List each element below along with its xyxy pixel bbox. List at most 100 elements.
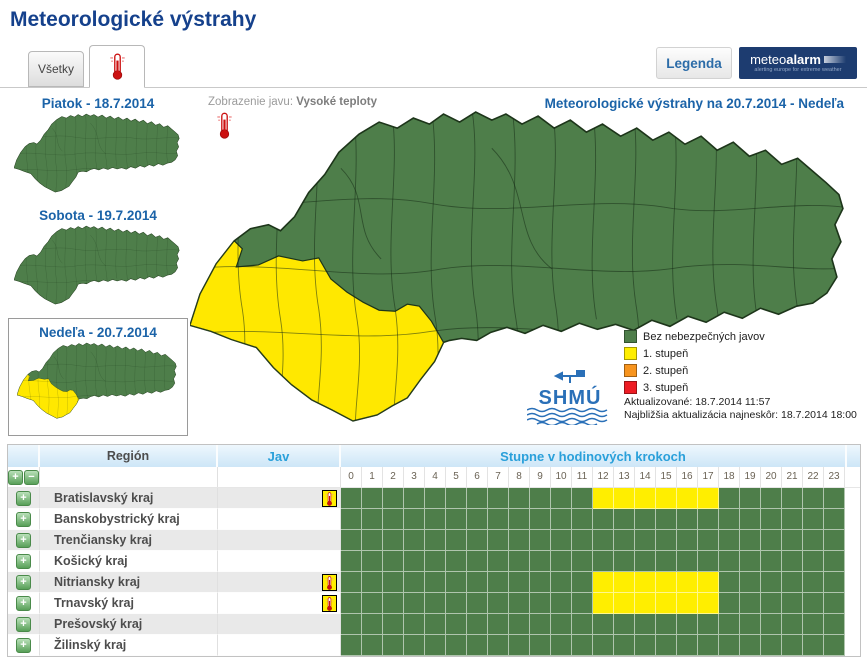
hour-cell-no-warning bbox=[488, 551, 509, 572]
expand-all-button[interactable]: + bbox=[8, 469, 23, 485]
expand-row-button[interactable]: + bbox=[16, 511, 31, 527]
hour-cell-no-warning bbox=[698, 635, 719, 656]
hour-label: 23 bbox=[824, 467, 845, 487]
day-map-saturday[interactable]: Sobota - 19.7.2014 bbox=[8, 208, 188, 314]
hour-cells bbox=[341, 614, 845, 635]
hour-cell-no-warning bbox=[425, 509, 446, 530]
hour-cell-no-warning bbox=[404, 593, 425, 614]
waves-icon bbox=[526, 407, 608, 427]
hour-cell-no-warning bbox=[635, 551, 656, 572]
hour-cell-no-warning bbox=[446, 635, 467, 656]
expand-cell: + bbox=[8, 614, 40, 635]
hour-cell-no-warning bbox=[635, 530, 656, 551]
phenomenon-cell bbox=[218, 614, 341, 635]
legend-swatch bbox=[624, 381, 637, 394]
hour-cell-no-warning bbox=[530, 488, 551, 509]
hour-cell-level1 bbox=[677, 488, 698, 509]
table-row: + Bratislavský kraj bbox=[8, 488, 860, 509]
hour-cell-no-warning bbox=[383, 530, 404, 551]
legend-label: 2. stupeň bbox=[643, 364, 689, 377]
hour-cell-no-warning bbox=[362, 509, 383, 530]
hour-cell-no-warning bbox=[782, 551, 803, 572]
day-map-sunday-selected[interactable]: Nedeľa - 20.7.2014 bbox=[8, 318, 188, 436]
hour-cell-no-warning bbox=[719, 614, 740, 635]
expand-row-button[interactable]: + bbox=[16, 574, 31, 590]
legend-item: Bez nebezpečných javov bbox=[624, 328, 765, 345]
high-temperature-warning-icon bbox=[322, 574, 337, 591]
hour-label: 16 bbox=[677, 467, 698, 487]
hour-cell-no-warning bbox=[509, 509, 530, 530]
expand-row-button[interactable]: + bbox=[16, 595, 31, 611]
tab-high-temperature[interactable] bbox=[89, 45, 145, 88]
hour-cell-no-warning bbox=[782, 572, 803, 593]
day-map-friday[interactable]: Piatok - 18.7.2014 bbox=[8, 96, 188, 202]
tab-all-phenomena[interactable]: Všetky bbox=[28, 51, 84, 87]
hour-cell-no-warning bbox=[803, 551, 824, 572]
table-row: + Banskobystrický kraj bbox=[8, 509, 860, 530]
hour-cell-no-warning bbox=[761, 572, 782, 593]
hour-cell-no-warning bbox=[446, 572, 467, 593]
hour-label: 12 bbox=[593, 467, 614, 487]
hour-cell-no-warning bbox=[425, 551, 446, 572]
hour-cell-no-warning bbox=[719, 530, 740, 551]
table-row: + Prešovský kraj bbox=[8, 614, 860, 635]
region-name: Prešovský kraj bbox=[40, 614, 218, 635]
hour-cell-no-warning bbox=[635, 614, 656, 635]
region-name: Trnavský kraj bbox=[40, 593, 218, 614]
hour-label: 11 bbox=[572, 467, 593, 487]
hour-cell-no-warning bbox=[446, 488, 467, 509]
hour-cell-level1 bbox=[677, 572, 698, 593]
hour-cell-no-warning bbox=[404, 530, 425, 551]
hour-cell-no-warning bbox=[551, 551, 572, 572]
legend-item: 1. stupeň bbox=[624, 345, 765, 362]
hour-cell-no-warning bbox=[509, 488, 530, 509]
expand-column-header bbox=[8, 445, 40, 467]
hour-cell-no-warning bbox=[551, 572, 572, 593]
hour-cell-no-warning bbox=[677, 551, 698, 572]
hour-cell-no-warning bbox=[404, 572, 425, 593]
hour-cell-no-warning bbox=[824, 509, 845, 530]
expand-cell: + bbox=[8, 551, 40, 572]
hour-cell-no-warning bbox=[425, 530, 446, 551]
hour-cell-no-warning bbox=[488, 593, 509, 614]
hour-cell-no-warning bbox=[677, 509, 698, 530]
hour-label: 21 bbox=[782, 467, 803, 487]
empty-cell bbox=[40, 467, 218, 487]
expand-row-button[interactable]: + bbox=[16, 553, 31, 569]
legend-label: Bez nebezpečných javov bbox=[643, 330, 765, 343]
expand-row-button[interactable]: + bbox=[16, 490, 31, 506]
hour-cell-no-warning bbox=[488, 614, 509, 635]
hour-cell-no-warning bbox=[404, 509, 425, 530]
hour-cell-no-warning bbox=[635, 635, 656, 656]
day-map-title: Nedeľa - 20.7.2014 bbox=[39, 325, 157, 340]
collapse-all-button[interactable]: − bbox=[24, 469, 39, 485]
meteoalarm-logo[interactable]: meteo alarm alerting europe for extreme w… bbox=[739, 47, 857, 79]
hour-label: 5 bbox=[446, 467, 467, 487]
hour-cell-no-warning bbox=[425, 593, 446, 614]
hour-cell-no-warning bbox=[656, 530, 677, 551]
table-subheader-row: + − 0 1 2 3 4 5 6 7 8 9 10 11 12 13 14 15 16 17 18 19 20 21 22… bbox=[8, 467, 860, 488]
hour-cell-no-warning bbox=[719, 551, 740, 572]
hour-cell-no-warning bbox=[740, 488, 761, 509]
hour-cell-no-warning bbox=[698, 530, 719, 551]
hour-cell-no-warning bbox=[509, 635, 530, 656]
phenomenon-display: Zobrazenie javu: Vysoké teploty bbox=[208, 96, 377, 108]
legend-button[interactable]: Legenda bbox=[656, 47, 732, 79]
region-name: Banskobystrický kraj bbox=[40, 509, 218, 530]
expand-row-button[interactable]: + bbox=[16, 616, 31, 632]
hour-cell-no-warning bbox=[341, 509, 362, 530]
hour-cell-no-warning bbox=[740, 593, 761, 614]
hour-label: 20 bbox=[761, 467, 782, 487]
phenomenon-cell bbox=[218, 593, 341, 614]
meteoalarm-tagline: alerting europe for extreme weather bbox=[754, 67, 842, 73]
hour-cell-no-warning bbox=[383, 593, 404, 614]
hour-cell-no-warning bbox=[740, 572, 761, 593]
hour-label: 17 bbox=[698, 467, 719, 487]
expand-cell: + bbox=[8, 509, 40, 530]
hour-cell-no-warning bbox=[698, 509, 719, 530]
shmu-logo[interactable]: SHMÚ bbox=[522, 370, 618, 430]
hour-cell-no-warning bbox=[824, 488, 845, 509]
hour-cell-no-warning bbox=[803, 635, 824, 656]
expand-row-button[interactable]: + bbox=[16, 532, 31, 548]
expand-row-button[interactable]: + bbox=[16, 637, 31, 653]
